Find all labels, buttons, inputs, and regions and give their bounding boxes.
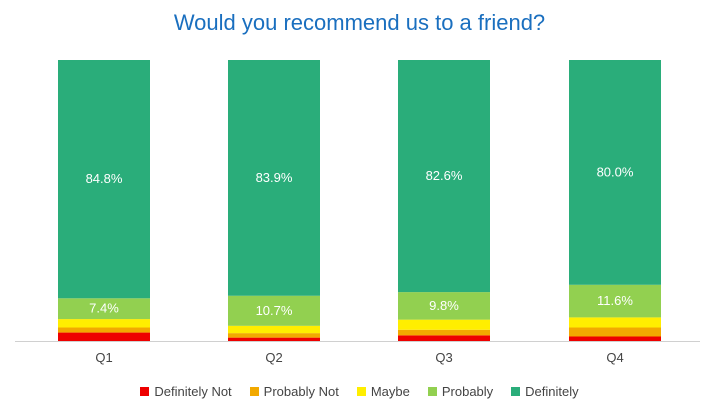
legend-swatch [511,387,521,396]
x-tick-label-q1: Q1 [95,350,112,365]
legend-item-probably-not: Probably Not [249,384,339,399]
bar-segment-definitely-q1 [58,60,150,299]
bar-segment-maybe-q1 [58,319,150,328]
legend-label: Maybe [370,384,410,399]
legend-label: Definitely Not [154,384,232,399]
data-label-probably-q4: 11.6% [597,293,633,308]
x-tick-label-q3: Q3 [435,350,452,365]
bar-segment-maybe-q3 [398,319,490,330]
bar-segment-definitely-not-q1 [58,332,150,341]
bar-segment-definitely-q2 [228,60,320,296]
legend-item-definitely: Definitely [511,384,579,399]
legend-swatch [427,387,437,396]
legend-item-definitely-not: Definitely Not [140,384,232,399]
bar-segment-definitely-q3 [398,60,490,293]
bar-segment-probably-q1 [58,298,150,320]
legend-item-probably: Probably [427,384,494,399]
data-label-definitely-q2: 83.9% [256,170,293,185]
bar-segment-definitely-q4 [569,60,661,285]
bar-segment-probably-not-q3 [398,329,490,336]
bar-segment-probably-not-q2 [228,333,320,338]
bar-segment-definitely-not-q4 [569,336,661,341]
data-label-probably-q3: 9.8% [429,298,459,313]
bar-segment-probably-not-q1 [58,327,150,333]
x-tick-label-q4: Q4 [606,350,623,365]
legend-label: Probably Not [263,384,339,399]
x-tick-label-q2: Q2 [265,350,282,365]
data-label-definitely-q4: 80.0% [597,164,634,179]
legend-swatch [140,387,150,396]
legend-label: Probably [441,384,494,399]
data-label-probably-q2: 10.7% [256,303,293,318]
bar-segment-probably-q3 [398,292,490,320]
data-label-probably-q1: 7.4% [89,301,119,316]
legend-swatch [249,387,259,396]
bar-segment-maybe-q4 [569,317,661,328]
bar-segment-probably-q4 [569,284,661,318]
data-label-definitely-q1: 84.8% [86,171,123,186]
bar-segment-probably-q2 [228,295,320,326]
data-label-definitely-q3: 82.6% [426,168,463,183]
bar-segment-maybe-q2 [228,325,320,334]
legend-item-maybe: Maybe [356,384,410,399]
bar-segment-definitely-not-q3 [398,335,490,341]
bar-segment-probably-not-q4 [569,327,661,337]
legend-swatch [356,387,366,396]
legend-label: Definitely [525,384,579,399]
bar-segment-definitely-not-q2 [228,337,320,341]
legend: Definitely Not Probably Not Maybe Probably D… [0,384,719,399]
chart-title: Would you recommend us to a friend? [173,10,546,35]
